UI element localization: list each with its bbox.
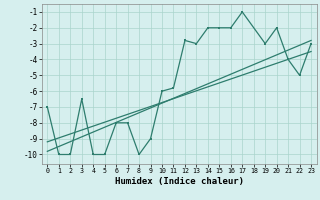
- X-axis label: Humidex (Indice chaleur): Humidex (Indice chaleur): [115, 177, 244, 186]
